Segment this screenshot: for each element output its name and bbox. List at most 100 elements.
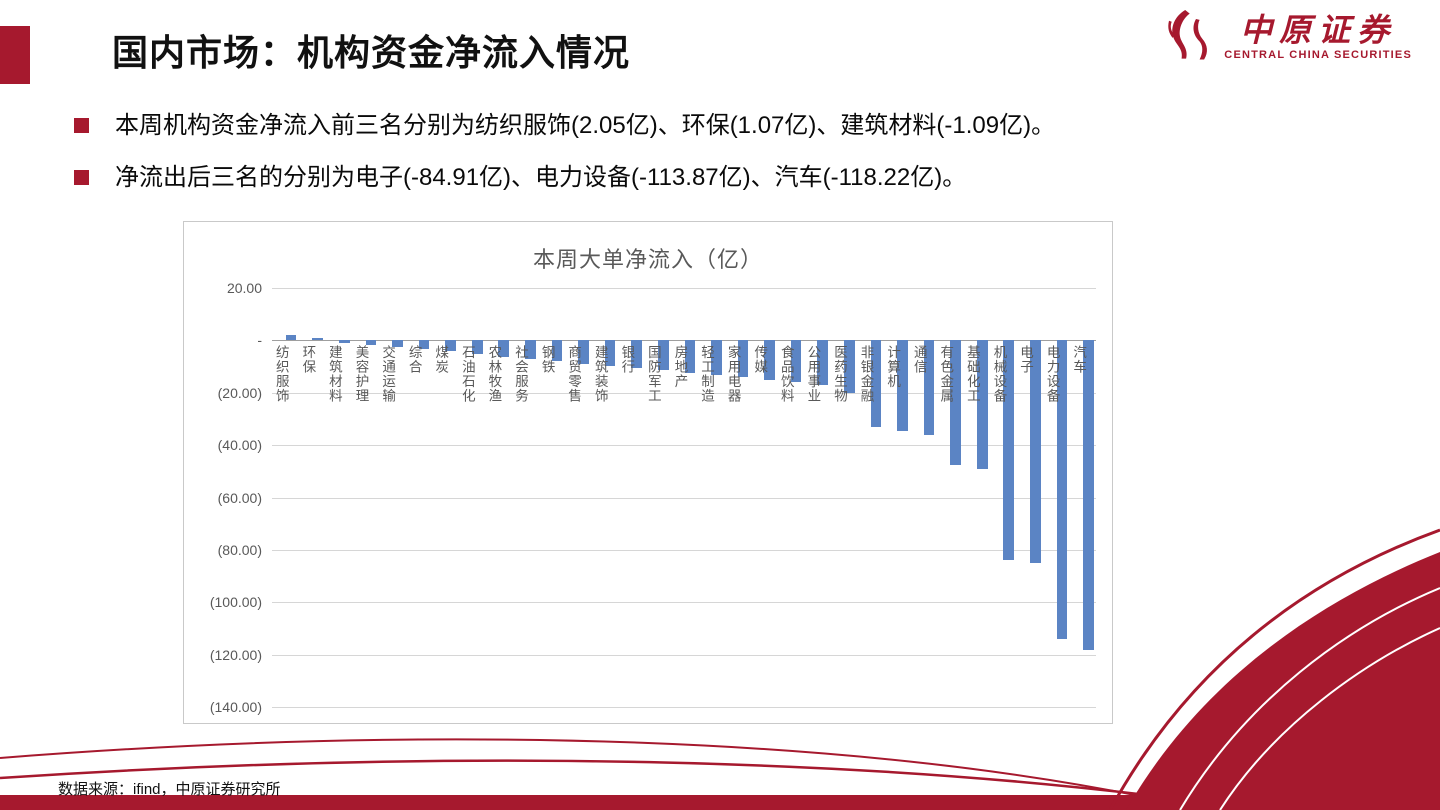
category-label: 电子 <box>1018 345 1034 375</box>
bar-基础化工 <box>976 340 988 469</box>
category-label: 基础化工 <box>964 345 980 404</box>
logo-text: 中原证券 CENTRAL CHINA SECURITIES <box>1224 11 1412 61</box>
corner-white-line-2 <box>1219 627 1440 810</box>
gridline <box>272 445 1096 447</box>
category-label: 公用事业 <box>805 345 821 404</box>
y-tick-label: (20.00) <box>217 384 262 401</box>
bar-机械设备 <box>1003 340 1015 561</box>
bar-环保 <box>312 337 324 341</box>
gridline <box>272 549 1096 551</box>
gridline <box>272 497 1096 499</box>
category-label: 房地产 <box>672 345 688 389</box>
category-label: 国防军工 <box>645 345 661 404</box>
source-note: 数据来源：ifind，中原证券研究所 <box>58 781 281 798</box>
bullet-item-2: 净流出后三名的分别为电子(-84.91亿)、电力设备(-113.87亿)、汽车(… <box>74 162 1374 193</box>
gridline <box>272 288 1096 289</box>
category-label: 食品饮料 <box>778 345 794 404</box>
bar-食品饮料 <box>790 340 802 383</box>
category-label: 社会服务 <box>512 345 528 404</box>
bar-房地产 <box>684 340 696 373</box>
category-label: 钢铁 <box>539 345 555 375</box>
chart: 本周大单净流入（亿） 20.00 - (20.00) (40.00) (60.00) (8… <box>183 221 1113 724</box>
category-label: 交通运输 <box>380 345 396 404</box>
page-title: 国内市场：机构资金净流入情况 <box>112 32 631 73</box>
category-label: 轻工制造 <box>699 345 715 404</box>
bar-医药生物 <box>844 340 855 393</box>
chart-body: 20.00 - (20.00) (40.00) (60.00) (80.00) (100.0… <box>192 280 1096 715</box>
category-label: 美容护理 <box>353 345 369 404</box>
category-label: 建筑材料 <box>326 345 342 404</box>
bar-通信 <box>923 340 935 435</box>
category-label: 非银金融 <box>858 345 874 404</box>
gridline <box>272 602 1096 604</box>
corner-wave-outline <box>1108 528 1440 810</box>
gridline <box>272 654 1096 656</box>
corner-wave-fill <box>1126 552 1440 810</box>
category-label: 石油石化 <box>459 345 475 404</box>
bar-传媒 <box>764 340 775 380</box>
bar-有色金属 <box>950 340 961 465</box>
category-label: 煤炭 <box>433 345 449 375</box>
logo-company-name-cn: 中原证券 <box>1240 11 1397 50</box>
bar-非银金融 <box>870 340 882 427</box>
bar-农林牧渔 <box>498 340 510 357</box>
bar-汽车 <box>1083 340 1094 650</box>
plot-area: 纺织服饰 环保 建筑材料 美容护理 交通运输 综合 煤炭 石油石化 农林牧渔 社会服务 钢铁 商贸零售… <box>272 288 1096 708</box>
y-tick-label: (40.00) <box>217 437 262 454</box>
category-label: 家用电器 <box>725 345 741 404</box>
title-accent-bar <box>0 26 30 84</box>
category-label: 纺织服饰 <box>273 345 289 404</box>
category-label: 电力设备 <box>1044 345 1060 404</box>
bar-家用电器 <box>737 340 749 378</box>
bar-钢铁 <box>551 340 563 362</box>
bar-综合 <box>418 340 430 349</box>
y-tick-label: 20.00 <box>226 280 262 296</box>
y-tick-label: - <box>257 332 262 349</box>
x-axis-line <box>272 340 1096 342</box>
bar-电子 <box>1030 340 1041 563</box>
y-tick-label: (60.00) <box>217 489 262 506</box>
bullet-text-1: 本周机构资金净流入前三名分别为纺织服饰(2.05亿)、环保(1.07亿)、建筑材… <box>115 112 1056 139</box>
category-label: 汽车 <box>1071 345 1087 375</box>
bar-银行 <box>631 340 642 369</box>
y-tick-label: (80.00) <box>217 541 262 558</box>
bullet-text-2: 净流出后三名的分别为电子(-84.91亿)、电力设备(-113.87亿)、汽车(… <box>115 164 967 191</box>
wave-line-1 <box>0 738 1206 810</box>
bullet-square-icon <box>74 170 89 185</box>
category-label: 机械设备 <box>991 345 1007 404</box>
gridline <box>272 707 1096 708</box>
category-label: 传媒 <box>752 345 768 375</box>
logo-company-name-en: CENTRAL CHINA SECURITIES <box>1224 48 1412 61</box>
gridline <box>272 392 1096 394</box>
bar-商贸零售 <box>578 340 589 364</box>
category-label: 银行 <box>619 345 635 375</box>
bar-建筑装饰 <box>604 340 616 367</box>
bar-石油石化 <box>471 340 483 354</box>
category-label: 医药生物 <box>831 345 847 404</box>
category-label: 商贸零售 <box>566 345 582 404</box>
corner-white-line-1 <box>1179 587 1440 810</box>
category-label: 建筑装饰 <box>592 345 608 404</box>
bar-电力设备 <box>1056 340 1068 639</box>
logo-horse-icon <box>1168 10 1208 60</box>
category-label: 有色金属 <box>938 345 954 404</box>
y-tick-label: (120.00) <box>209 646 262 663</box>
bar-公用事业 <box>817 340 829 385</box>
chart-title: 本周大单净流入（亿） <box>532 247 763 272</box>
category-label: 农林牧渔 <box>486 345 502 404</box>
bar-煤炭 <box>445 340 456 352</box>
bar-国防军工 <box>657 340 669 371</box>
y-axis: 20.00 - (20.00) (40.00) (60.00) (80.00) (100.0… <box>192 280 272 715</box>
bar-建筑材料 <box>338 340 350 344</box>
bar-交通运输 <box>392 340 403 347</box>
bar-社会服务 <box>525 340 536 359</box>
company-logo: 中原证券 CENTRAL CHINA SECURITIES <box>1160 8 1412 66</box>
bar-计算机 <box>897 340 908 431</box>
y-tick-label: (140.00) <box>209 699 262 715</box>
category-label: 环保 <box>300 345 316 375</box>
bullet-square-icon <box>74 118 89 133</box>
bar-纺织服饰 <box>285 335 297 341</box>
category-label: 计算机 <box>885 345 901 389</box>
y-tick-label: (100.00) <box>209 594 262 611</box>
